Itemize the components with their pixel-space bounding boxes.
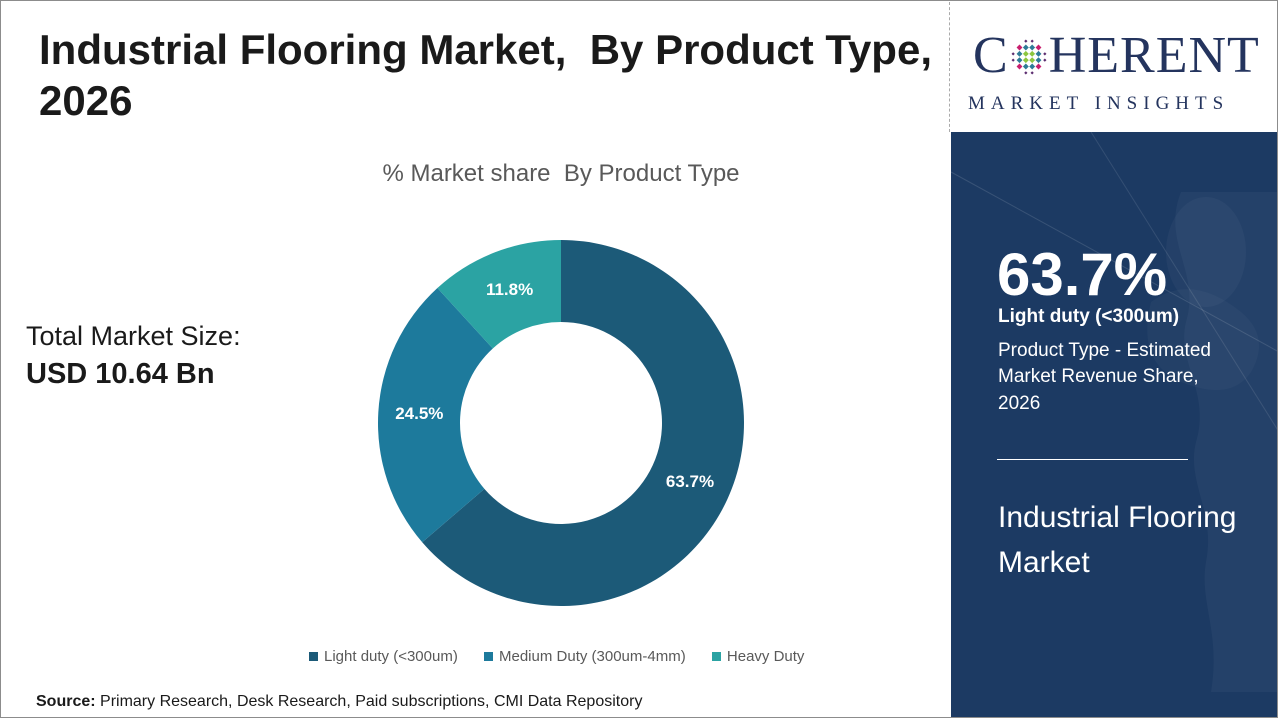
svg-text:11.8%: 11.8% (486, 280, 533, 299)
svg-text:63.7%: 63.7% (666, 472, 714, 491)
svg-text:24.5%: 24.5% (395, 404, 443, 423)
